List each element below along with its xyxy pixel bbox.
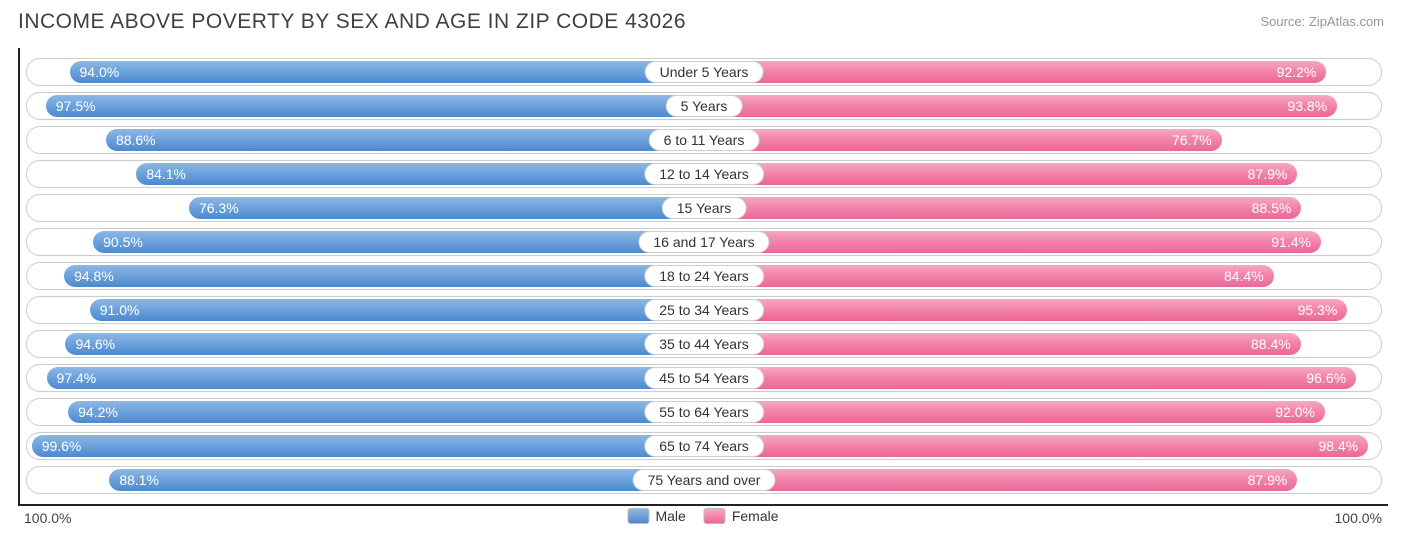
axis-label-right: 100.0%	[1335, 510, 1382, 526]
category-pill: Under 5 Years	[645, 61, 764, 83]
male-bar	[32, 435, 704, 457]
bar-row: 94.8%84.4%18 to 24 Years	[26, 262, 1382, 290]
male-bar	[64, 265, 704, 287]
male-bar	[93, 231, 704, 253]
female-bar	[704, 95, 1337, 117]
female-bar	[704, 163, 1297, 185]
male-bar	[90, 299, 704, 321]
male-bar	[136, 163, 704, 185]
female-bar	[704, 401, 1325, 423]
category-pill: 16 and 17 Years	[638, 231, 769, 253]
category-pill: 18 to 24 Years	[644, 265, 764, 287]
female-bar	[704, 129, 1222, 151]
female-bar	[704, 299, 1347, 321]
category-pill: 12 to 14 Years	[644, 163, 764, 185]
axis-label-left: 100.0%	[24, 510, 71, 526]
male-bar	[68, 401, 704, 423]
female-bar	[704, 61, 1326, 83]
category-pill: 5 Years	[666, 95, 743, 117]
female-bar	[704, 367, 1356, 389]
legend-label-female: Female	[732, 508, 779, 524]
male-bar	[106, 129, 704, 151]
legend: Male Female	[627, 508, 778, 524]
male-bar	[65, 333, 704, 355]
chart-title: INCOME ABOVE POVERTY BY SEX AND AGE IN Z…	[18, 10, 1388, 34]
female-bar	[704, 231, 1321, 253]
male-bar	[189, 197, 704, 219]
x-axis: 100.0% 100.0% Male Female	[18, 508, 1388, 532]
male-swatch	[627, 508, 649, 524]
diverging-bar-chart: 94.0%92.2%Under 5 Years 97.5%93.8%5 Years…	[18, 48, 1388, 506]
category-pill: 45 to 54 Years	[644, 367, 764, 389]
category-pill: 75 Years and over	[633, 469, 776, 491]
female-swatch	[704, 508, 726, 524]
female-bar	[704, 265, 1274, 287]
female-bar	[704, 469, 1297, 491]
bar-row: 94.0%92.2%Under 5 Years	[26, 58, 1382, 86]
female-bar	[704, 333, 1301, 355]
female-bar	[704, 197, 1301, 219]
bar-row: 94.2%92.0%55 to 64 Years	[26, 398, 1382, 426]
female-bar	[704, 435, 1368, 457]
male-bar	[109, 469, 704, 491]
bar-row: 97.5%93.8%5 Years	[26, 92, 1382, 120]
bar-row: 88.6%76.7%6 to 11 Years	[26, 126, 1382, 154]
bar-row: 90.5%91.4%16 and 17 Years	[26, 228, 1382, 256]
bar-row: 94.6%88.4%35 to 44 Years	[26, 330, 1382, 358]
bar-row: 97.4%96.6%45 to 54 Years	[26, 364, 1382, 392]
source-attribution: Source: ZipAtlas.com	[1260, 14, 1384, 29]
male-bar	[47, 367, 704, 389]
category-pill: 65 to 74 Years	[644, 435, 764, 457]
bar-row: 76.3%88.5%15 Years	[26, 194, 1382, 222]
bar-row: 99.6%98.4%65 to 74 Years	[26, 432, 1382, 460]
category-pill: 35 to 44 Years	[644, 333, 764, 355]
legend-label-male: Male	[655, 508, 685, 524]
category-pill: 15 Years	[662, 197, 747, 219]
male-bar	[46, 95, 704, 117]
bar-row: 91.0%95.3%25 to 34 Years	[26, 296, 1382, 324]
category-pill: 55 to 64 Years	[644, 401, 764, 423]
category-pill: 6 to 11 Years	[649, 129, 760, 151]
bar-row: 84.1%87.9%12 to 14 Years	[26, 160, 1382, 188]
legend-item-male: Male	[627, 508, 685, 524]
bar-row: 88.1%87.9%75 Years and over	[26, 466, 1382, 494]
legend-item-female: Female	[704, 508, 779, 524]
male-bar	[70, 61, 705, 83]
category-pill: 25 to 34 Years	[644, 299, 764, 321]
